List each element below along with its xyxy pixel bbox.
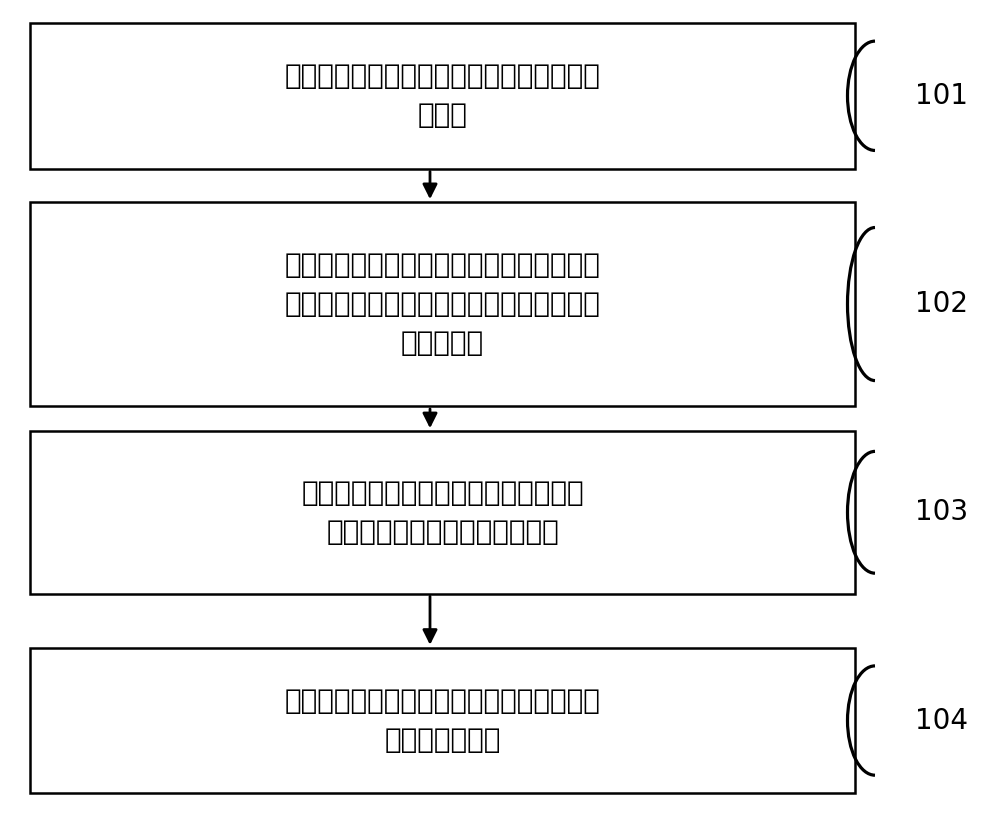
Text: 102: 102 (915, 290, 968, 318)
Text: 根据聚类时间序列数据簇执行数据存储或挖
掘中的至少一项: 根据聚类时间序列数据簇执行数据存储或挖 掘中的至少一项 (285, 687, 600, 754)
Text: 101: 101 (915, 82, 968, 110)
Text: 将时间序列数据做图形化处理，获取时间序
列曲线: 将时间序列数据做图形化处理，获取时间序 列曲线 (285, 62, 600, 129)
Text: 104: 104 (915, 706, 968, 735)
FancyBboxPatch shape (30, 202, 855, 407)
Text: 根据时间序列曲线的图形化特征对时间序列
数据做预定粒度的划分，获取多组初分类时
间序列数据: 根据时间序列曲线的图形化特征对时间序列 数据做预定粒度的划分，获取多组初分类时 … (285, 251, 600, 357)
Text: 通过聚类算法处理每组初分类时间序列
数据，获取聚类时间序列数据簇: 通过聚类算法处理每组初分类时间序列 数据，获取聚类时间序列数据簇 (301, 479, 584, 546)
Text: 103: 103 (915, 498, 968, 526)
FancyBboxPatch shape (30, 431, 855, 593)
FancyBboxPatch shape (30, 23, 855, 168)
FancyBboxPatch shape (30, 648, 855, 793)
